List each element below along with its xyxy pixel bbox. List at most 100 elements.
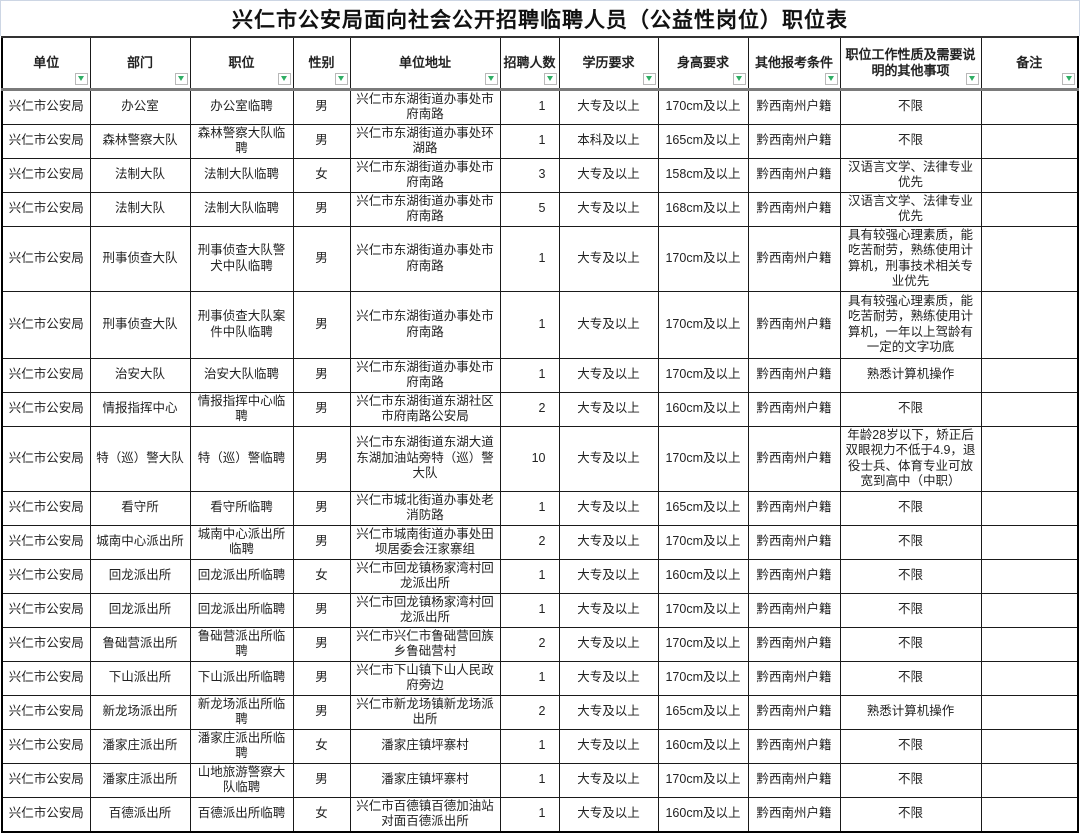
table-cell[interactable]: 170cm及以上	[657, 88, 749, 125]
table-cell[interactable]: 不限	[839, 558, 982, 594]
table-cell[interactable]: 大专及以上	[558, 157, 659, 193]
table-cell[interactable]: 潘家庄派出所	[89, 728, 191, 764]
table-cell[interactable]: 大专及以上	[558, 626, 659, 662]
table-cell[interactable]	[980, 88, 1079, 125]
table-cell[interactable]: 兴仁市东湖街道办事处市府南路	[349, 191, 501, 227]
table-cell[interactable]: 黔西南州户籍	[747, 490, 841, 526]
table-cell[interactable]: 1	[499, 490, 560, 526]
filter-dropdown-icon[interactable]	[484, 72, 498, 85]
table-cell[interactable]: 潘家庄镇坪寨村	[349, 762, 501, 798]
table-cell[interactable]: 165cm及以上	[657, 123, 749, 159]
table-cell[interactable]: 大专及以上	[558, 524, 659, 560]
table-cell[interactable]: 黔西南州户籍	[747, 123, 841, 159]
table-cell[interactable]: 男	[292, 290, 351, 359]
table-cell[interactable]: 165cm及以上	[657, 490, 749, 526]
table-cell[interactable]: 不限	[839, 762, 982, 798]
table-cell[interactable]: 170cm及以上	[657, 425, 749, 492]
filter-dropdown-icon[interactable]	[642, 72, 656, 85]
table-cell[interactable]: 男	[292, 626, 351, 662]
table-cell[interactable]: 兴仁市东湖街道东湖大道东湖加油站旁特（巡）警大队	[349, 425, 501, 492]
table-cell[interactable]: 法制大队	[89, 157, 191, 193]
table-cell[interactable]: 兴仁市公安局	[1, 391, 91, 427]
table-cell[interactable]: 黔西南州户籍	[747, 157, 841, 193]
table-cell[interactable]: 回龙派出所临聘	[189, 592, 294, 628]
table-cell[interactable]: 大专及以上	[558, 558, 659, 594]
table-cell[interactable]: 山地旅游警察大队临聘	[189, 762, 294, 798]
column-header[interactable]: 备注	[980, 36, 1079, 91]
table-cell[interactable]: 160cm及以上	[657, 728, 749, 764]
table-cell[interactable]: 法制大队	[89, 191, 191, 227]
table-cell[interactable]: 看守所	[89, 490, 191, 526]
table-cell[interactable]: 兴仁市公安局	[1, 626, 91, 662]
column-header[interactable]: 招聘人数	[499, 36, 560, 91]
table-cell[interactable]: 情报指挥中心	[89, 391, 191, 427]
table-cell[interactable]: 2	[499, 626, 560, 662]
table-cell[interactable]: 兴仁市东湖街道办事处市府南路	[349, 88, 501, 125]
table-cell[interactable]: 法制大队临聘	[189, 191, 294, 227]
table-cell[interactable]: 男	[292, 762, 351, 798]
table-cell[interactable]: 男	[292, 490, 351, 526]
table-cell[interactable]: 兴仁市东湖街道办事处环湖路	[349, 123, 501, 159]
table-cell[interactable]: 大专及以上	[558, 357, 659, 393]
table-cell[interactable]	[980, 694, 1079, 730]
table-cell[interactable]: 3	[499, 157, 560, 193]
table-cell[interactable]	[980, 157, 1079, 193]
table-cell[interactable]: 兴仁市东湖街道东湖社区市府南路公安局	[349, 391, 501, 427]
table-cell[interactable]: 兴仁市回龙镇杨家湾村回龙派出所	[349, 592, 501, 628]
table-cell[interactable]: 黔西南州户籍	[747, 191, 841, 227]
table-cell[interactable]: 特（巡）警大队	[89, 425, 191, 492]
table-cell[interactable]: 看守所临聘	[189, 490, 294, 526]
table-cell[interactable]: 具有较强心理素质，能吃苦耐劳，熟练使用计算机，一年以上驾龄有一定的文字功底	[839, 290, 982, 359]
filter-dropdown-icon[interactable]	[174, 72, 188, 85]
table-cell[interactable]: 1	[499, 88, 560, 125]
table-cell[interactable]: 1	[499, 357, 560, 393]
table-cell[interactable]: 女	[292, 558, 351, 594]
table-cell[interactable]: 办公室临聘	[189, 88, 294, 125]
filter-dropdown-icon[interactable]	[965, 72, 979, 85]
table-cell[interactable]: 大专及以上	[558, 191, 659, 227]
table-cell[interactable]: 男	[292, 88, 351, 125]
table-cell[interactable]: 潘家庄派出所	[89, 762, 191, 798]
table-cell[interactable]: 160cm及以上	[657, 796, 749, 832]
table-cell[interactable]: 2	[499, 694, 560, 730]
table-cell[interactable]: 大专及以上	[558, 728, 659, 764]
table-cell[interactable]: 兴仁市公安局	[1, 694, 91, 730]
table-cell[interactable]	[980, 225, 1079, 292]
table-cell[interactable]: 168cm及以上	[657, 191, 749, 227]
table-cell[interactable]	[980, 728, 1079, 764]
table-cell[interactable]: 2	[499, 524, 560, 560]
table-cell[interactable]: 黔西南州户籍	[747, 660, 841, 696]
table-cell[interactable]	[980, 490, 1079, 526]
table-cell[interactable]: 170cm及以上	[657, 524, 749, 560]
table-cell[interactable]: 兴仁市公安局	[1, 592, 91, 628]
table-cell[interactable]: 5	[499, 191, 560, 227]
table-cell[interactable]: 158cm及以上	[657, 157, 749, 193]
table-cell[interactable]: 兴仁市公安局	[1, 88, 91, 125]
table-cell[interactable]: 兴仁市公安局	[1, 225, 91, 292]
table-cell[interactable]: 回龙派出所	[89, 592, 191, 628]
table-cell[interactable]: 1	[499, 762, 560, 798]
table-cell[interactable]: 160cm及以上	[657, 391, 749, 427]
table-cell[interactable]: 兴仁市兴仁市鲁础营回族乡鲁础营村	[349, 626, 501, 662]
table-cell[interactable]: 百德派出所	[89, 796, 191, 832]
table-cell[interactable]: 不限	[839, 88, 982, 125]
table-cell[interactable]: 黔西南州户籍	[747, 88, 841, 125]
filter-dropdown-icon[interactable]	[74, 72, 88, 85]
table-cell[interactable]: 不限	[839, 123, 982, 159]
column-header[interactable]: 单位	[1, 36, 91, 91]
table-cell[interactable]: 兴仁市东湖街道办事处市府南路	[349, 357, 501, 393]
column-header[interactable]: 职位	[189, 36, 294, 91]
table-cell[interactable]: 兴仁市东湖街道办事处市府南路	[349, 290, 501, 359]
table-cell[interactable]: 森林警察大队	[89, 123, 191, 159]
table-cell[interactable]: 男	[292, 660, 351, 696]
table-cell[interactable]: 兴仁市公安局	[1, 123, 91, 159]
table-cell[interactable]: 兴仁市新龙场镇新龙场派出所	[349, 694, 501, 730]
column-header[interactable]: 职位工作性质及需要说明的其他事项	[839, 36, 982, 91]
table-cell[interactable]: 大专及以上	[558, 290, 659, 359]
table-cell[interactable]: 回龙派出所	[89, 558, 191, 594]
table-cell[interactable]	[980, 123, 1079, 159]
table-cell[interactable]: 男	[292, 425, 351, 492]
table-cell[interactable]: 刑事侦查大队案件中队临聘	[189, 290, 294, 359]
table-cell[interactable]: 本科及以上	[558, 123, 659, 159]
table-cell[interactable]	[980, 425, 1079, 492]
